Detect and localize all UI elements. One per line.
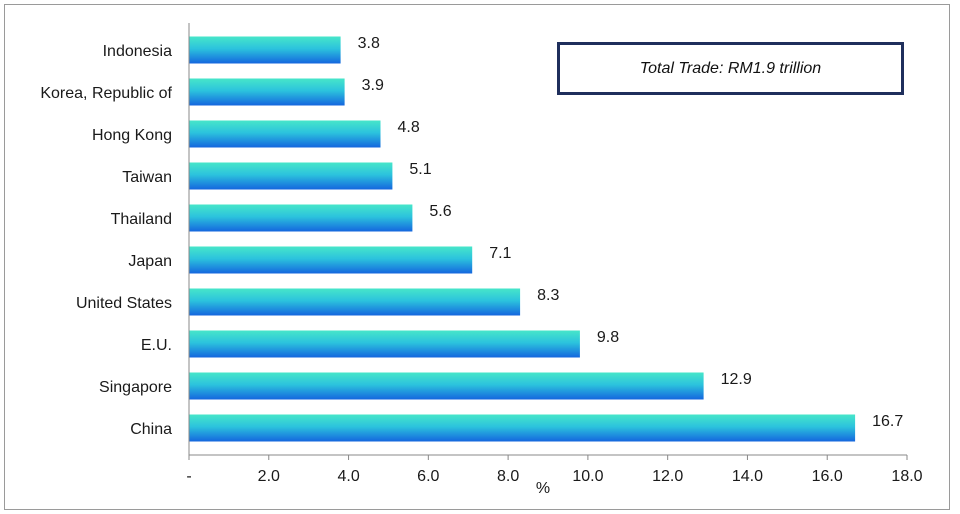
bar-e-u — [189, 330, 580, 358]
category-label: Thailand — [111, 211, 172, 228]
x-tick-label: 2.0 — [258, 468, 280, 485]
x-axis: - 2.0 4.0 6.0 8.0 10.0 12.0 14.0 16.0 18.0 — [186, 23, 923, 485]
category-labels: Indonesia Korea, Republic of Hong Kong Taiw… — [40, 43, 172, 438]
category-label: United States — [76, 295, 172, 312]
x-tick-label: 12.0 — [652, 468, 683, 485]
value-label: 5.1 — [409, 161, 431, 178]
bar-united-states — [189, 288, 521, 316]
bar-china — [189, 414, 856, 442]
bar-hong-kong — [189, 120, 381, 148]
value-label: 8.3 — [537, 287, 559, 304]
category-label: China — [130, 421, 172, 438]
total-trade-note: Total Trade: RM1.9 trillion — [557, 42, 904, 95]
category-label: Korea, Republic of — [40, 85, 172, 102]
bar-japan — [189, 246, 473, 274]
total-trade-text: Total Trade: RM1.9 trillion — [639, 59, 822, 77]
value-label: 4.8 — [398, 119, 420, 136]
bars — [189, 36, 856, 442]
category-label: Japan — [128, 253, 172, 270]
x-tick-label: 4.0 — [337, 468, 359, 485]
x-tick-label: 6.0 — [417, 468, 439, 485]
category-label: E.U. — [141, 337, 172, 354]
bar-indonesia — [189, 36, 341, 64]
value-label: 12.9 — [721, 371, 752, 388]
x-tick-label: - — [186, 468, 191, 485]
category-label: Hong Kong — [92, 127, 172, 144]
category-label: Singapore — [99, 379, 172, 396]
x-tick-label: 14.0 — [732, 468, 763, 485]
bar-taiwan — [189, 162, 393, 190]
value-label: 9.8 — [597, 329, 619, 346]
value-labels: 3.8 3.9 4.8 5.1 5.6 7.1 8.3 9.8 12.9 16.7 — [358, 35, 904, 430]
bar-korea-republic-of — [189, 78, 345, 106]
category-label: Indonesia — [103, 43, 172, 60]
value-label: 3.8 — [358, 35, 380, 52]
value-label: 16.7 — [872, 413, 903, 430]
bar-singapore — [189, 372, 704, 400]
x-tick-label: 10.0 — [572, 468, 603, 485]
value-label: 5.6 — [429, 203, 451, 220]
value-label: 3.9 — [362, 77, 384, 94]
value-label: 7.1 — [489, 245, 511, 262]
category-label: Taiwan — [122, 169, 172, 186]
bar-thailand — [189, 204, 413, 232]
x-tick-label: 8.0 — [497, 468, 519, 485]
x-axis-unit-label: % — [536, 480, 550, 497]
x-tick-label: 16.0 — [812, 468, 843, 485]
x-tick-label: 18.0 — [891, 468, 922, 485]
